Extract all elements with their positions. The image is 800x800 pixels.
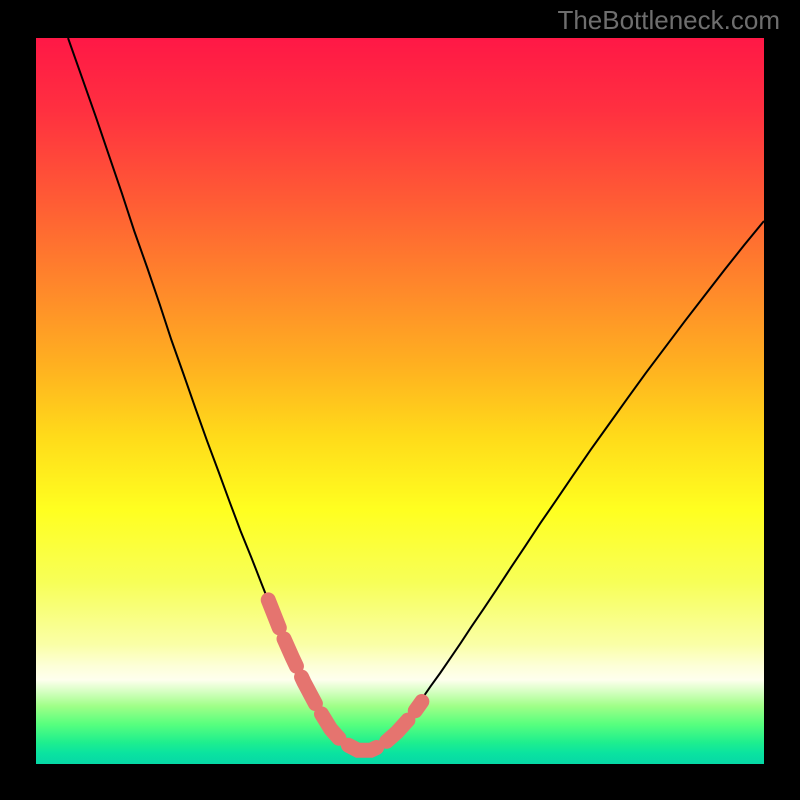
- chart-svg: [36, 38, 764, 764]
- stage: TheBottleneck.com: [0, 0, 800, 800]
- plot-area: [36, 38, 764, 764]
- watermark-text: TheBottleneck.com: [557, 5, 780, 36]
- bottleneck-curve: [68, 38, 764, 751]
- accent-overlay: [268, 600, 422, 750]
